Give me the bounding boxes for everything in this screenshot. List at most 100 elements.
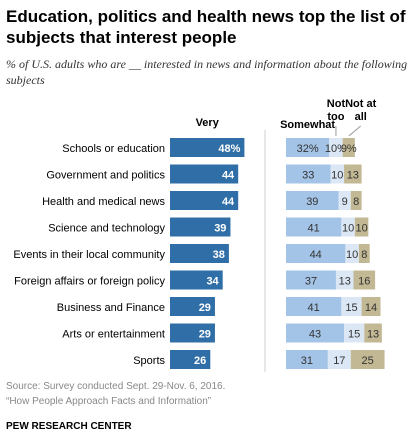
bar-not-at-all bbox=[364, 323, 382, 343]
value-label-very: 29 bbox=[199, 329, 211, 341]
bar-somewhat bbox=[286, 297, 342, 316]
value-label-very: 26 bbox=[194, 355, 206, 367]
category-label: Arts or entertainment bbox=[62, 329, 165, 341]
category-label: Sports bbox=[133, 355, 165, 367]
bar-not-at-all bbox=[350, 191, 362, 210]
chart-row: Arts or entertainment 29 43 15 13 bbox=[62, 323, 382, 343]
bar-not-at-all bbox=[342, 138, 355, 157]
category-label: Government and politics bbox=[46, 170, 165, 182]
chart-row: Foreign affairs or foreign policy 34 37 13 1… bbox=[14, 270, 376, 290]
value-label-somewhat: 31 bbox=[301, 355, 313, 367]
category-label: Science and technology bbox=[48, 223, 165, 235]
chart-rows: Schools or education 48% 32% 10%9% Governmen… bbox=[13, 138, 385, 369]
bar-not-too bbox=[330, 164, 345, 184]
bar-somewhat bbox=[286, 350, 328, 369]
bar-very bbox=[170, 191, 239, 210]
bar-not-too bbox=[344, 323, 365, 343]
bar-very bbox=[170, 138, 245, 157]
header-not-too: too bbox=[327, 111, 344, 123]
bar-not-at-all bbox=[353, 270, 376, 290]
bar-somewhat bbox=[286, 323, 345, 343]
chart-row: Business and Finance 29 41 15 14 bbox=[57, 297, 381, 316]
credit-line: PEW RESEARCH CENTER bbox=[6, 421, 132, 432]
bar-somewhat bbox=[286, 138, 330, 157]
source-note: Source: Survey conducted Sept. 29-Nov. 6… bbox=[6, 381, 226, 392]
value-label-not-too: 10 bbox=[346, 249, 358, 261]
bar-somewhat bbox=[286, 244, 346, 263]
category-label: Health and medical news bbox=[42, 196, 165, 208]
value-label-not-too: 10% bbox=[325, 143, 347, 155]
bar-very bbox=[170, 323, 215, 343]
value-label-not-too: 13 bbox=[339, 276, 351, 288]
value-label-very: 38 bbox=[213, 249, 225, 261]
chart-row: Health and medical news 44 39 9 8 bbox=[42, 191, 362, 210]
chart-row: Sports 26 31 17 25 bbox=[133, 350, 385, 369]
value-label-not-at-all: 9% bbox=[341, 143, 357, 155]
bar-not-too bbox=[327, 350, 351, 369]
bar-not-too bbox=[335, 270, 354, 290]
bar-not-at-all bbox=[344, 164, 362, 184]
value-label-not-too: 10 bbox=[331, 170, 343, 182]
value-label-somewhat: 41 bbox=[308, 223, 320, 235]
bar-not-too bbox=[345, 244, 359, 263]
bar-not-too bbox=[341, 297, 362, 316]
value-label-very: 29 bbox=[199, 302, 211, 314]
value-label-somewhat: 37 bbox=[305, 276, 317, 288]
bar-not-at-all bbox=[354, 217, 369, 237]
header-leader-line bbox=[348, 125, 362, 137]
category-label: Events in their local community bbox=[13, 249, 165, 261]
bar-not-at-all bbox=[358, 244, 370, 263]
value-label-very: 39 bbox=[214, 223, 226, 235]
chart-subtitle: % of U.S. adults who are __ interested i… bbox=[6, 57, 408, 87]
header-not-too: Not bbox=[327, 98, 346, 110]
value-label-not-too: 15 bbox=[348, 329, 360, 341]
report-title-note: “How People Approach Facts and Informati… bbox=[6, 396, 212, 407]
value-label-somewhat: 39 bbox=[306, 196, 318, 208]
bar-very bbox=[170, 244, 229, 263]
header-very: Very bbox=[196, 117, 220, 129]
chart-row: Government and politics 44 33 10 13 bbox=[46, 164, 362, 184]
value-label-somewhat: 44 bbox=[310, 249, 322, 261]
value-label-very: 44 bbox=[222, 170, 235, 182]
chart-title: Education, politics and health news top … bbox=[6, 7, 406, 47]
value-label-not-at-all: 16 bbox=[358, 276, 370, 288]
value-label-not-too: 10 bbox=[342, 223, 354, 235]
value-label-very: 34 bbox=[206, 276, 219, 288]
category-label: Schools or education bbox=[62, 143, 165, 155]
value-label-somewhat: 43 bbox=[309, 329, 321, 341]
bar-not-too bbox=[338, 191, 351, 210]
bar-not-too bbox=[329, 138, 343, 157]
value-label-not-at-all: 8 bbox=[361, 249, 367, 261]
chart-row: Science and technology 39 41 10 10 bbox=[48, 217, 369, 237]
value-label-not-at-all: 13 bbox=[347, 170, 359, 182]
chart-row: Schools or education 48% 32% 10%9% bbox=[62, 138, 357, 157]
bar-very bbox=[170, 217, 231, 237]
bar-somewhat bbox=[286, 217, 342, 237]
bar-very bbox=[170, 297, 215, 316]
bar-very bbox=[170, 164, 239, 184]
header-somewhat: Somewhat bbox=[280, 119, 335, 131]
value-label-not-at-all: 13 bbox=[367, 329, 379, 341]
bar-somewhat bbox=[286, 270, 336, 290]
value-label-not-too: 15 bbox=[345, 302, 357, 314]
value-label-somewhat: 33 bbox=[302, 170, 314, 182]
bar-somewhat bbox=[286, 164, 331, 184]
value-label-very: 48% bbox=[218, 143, 240, 155]
value-label-somewhat: 32% bbox=[297, 143, 319, 155]
category-label: Foreign affairs or foreign policy bbox=[14, 276, 165, 288]
value-label-very: 44 bbox=[222, 196, 235, 208]
bar-somewhat bbox=[286, 191, 339, 210]
header-not-at-all: all bbox=[355, 111, 367, 123]
bar-not-at-all bbox=[361, 297, 381, 316]
bar-very bbox=[170, 270, 223, 290]
bar-not-at-all bbox=[350, 350, 385, 369]
value-label-not-at-all: 10 bbox=[355, 223, 367, 235]
value-label-not-at-all: 14 bbox=[365, 302, 377, 314]
category-label: Business and Finance bbox=[57, 302, 165, 314]
value-label-not-too: 17 bbox=[333, 355, 345, 367]
header-not-at-all: Not at bbox=[345, 98, 377, 110]
bar-not-too bbox=[341, 217, 355, 237]
value-label-not-too: 9 bbox=[342, 196, 348, 208]
chart-row: Events in their local community 38 44 10 8 bbox=[13, 244, 370, 263]
